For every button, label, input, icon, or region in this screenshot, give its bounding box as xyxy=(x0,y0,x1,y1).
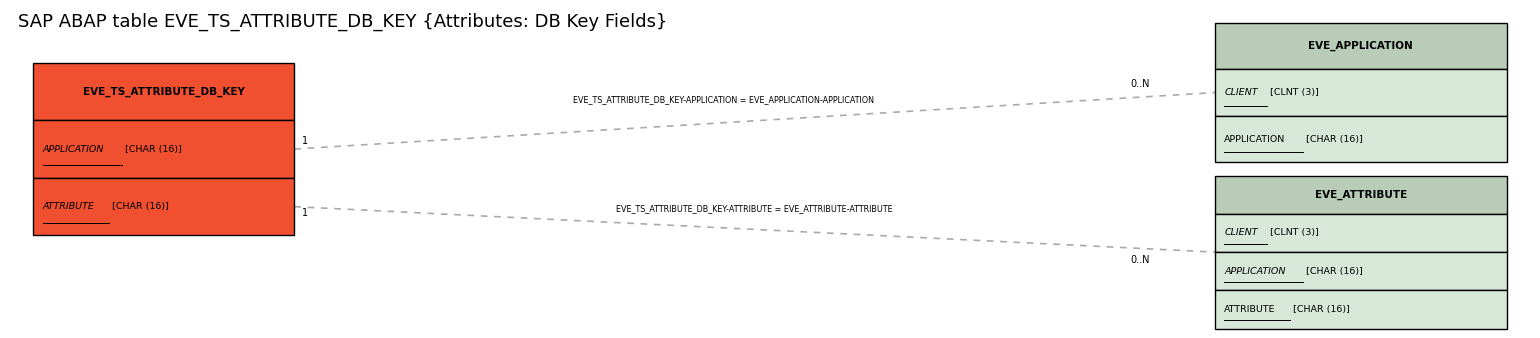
Text: [CHAR (16)]: [CHAR (16)] xyxy=(1291,305,1351,314)
Text: [CHAR (16)]: [CHAR (16)] xyxy=(1303,267,1363,276)
Text: [CHAR (16)]: [CHAR (16)] xyxy=(109,202,169,211)
Bar xyxy=(1215,290,1506,329)
Text: SAP ABAP table EVE_TS_ATTRIBUTE_DB_KEY {Attributes: DB Key Fields}: SAP ABAP table EVE_TS_ATTRIBUTE_DB_KEY {… xyxy=(18,13,667,31)
Text: CLIENT: CLIENT xyxy=(1224,88,1258,97)
Text: ATTRIBUTE: ATTRIBUTE xyxy=(43,202,94,211)
Text: EVE_ATTRIBUTE: EVE_ATTRIBUTE xyxy=(1315,190,1408,200)
Bar xyxy=(34,178,294,236)
Text: ATTRIBUTE: ATTRIBUTE xyxy=(1224,305,1275,314)
Bar xyxy=(34,120,294,178)
Text: EVE_TS_ATTRIBUTE_DB_KEY: EVE_TS_ATTRIBUTE_DB_KEY xyxy=(83,86,245,97)
Text: EVE_APPLICATION: EVE_APPLICATION xyxy=(1309,41,1414,51)
Text: APPLICATION: APPLICATION xyxy=(1224,267,1286,276)
Bar xyxy=(1215,214,1506,252)
Text: EVE_TS_ATTRIBUTE_DB_KEY-ATTRIBUTE = EVE_ATTRIBUTE-ATTRIBUTE: EVE_TS_ATTRIBUTE_DB_KEY-ATTRIBUTE = EVE_… xyxy=(616,204,893,213)
Text: APPLICATION: APPLICATION xyxy=(1224,135,1286,144)
Bar xyxy=(34,63,294,120)
Bar xyxy=(1215,176,1506,214)
Text: 0..N: 0..N xyxy=(1130,256,1150,265)
Text: CLIENT: CLIENT xyxy=(1224,228,1258,238)
Text: 1: 1 xyxy=(302,136,308,146)
Text: APPLICATION: APPLICATION xyxy=(43,145,105,153)
Text: 1: 1 xyxy=(302,208,308,218)
Bar xyxy=(1215,69,1506,116)
Bar xyxy=(1215,23,1506,69)
Text: [CLNT (3)]: [CLNT (3)] xyxy=(1267,88,1320,97)
Bar xyxy=(1215,252,1506,290)
Text: [CHAR (16)]: [CHAR (16)] xyxy=(1303,135,1363,144)
Text: [CLNT (3)]: [CLNT (3)] xyxy=(1267,228,1320,238)
Bar xyxy=(1215,116,1506,162)
Text: 0..N: 0..N xyxy=(1130,79,1150,89)
Text: [CHAR (16)]: [CHAR (16)] xyxy=(122,145,182,153)
Text: EVE_TS_ATTRIBUTE_DB_KEY-APPLICATION = EVE_APPLICATION-APPLICATION: EVE_TS_ATTRIBUTE_DB_KEY-APPLICATION = EV… xyxy=(573,95,875,104)
